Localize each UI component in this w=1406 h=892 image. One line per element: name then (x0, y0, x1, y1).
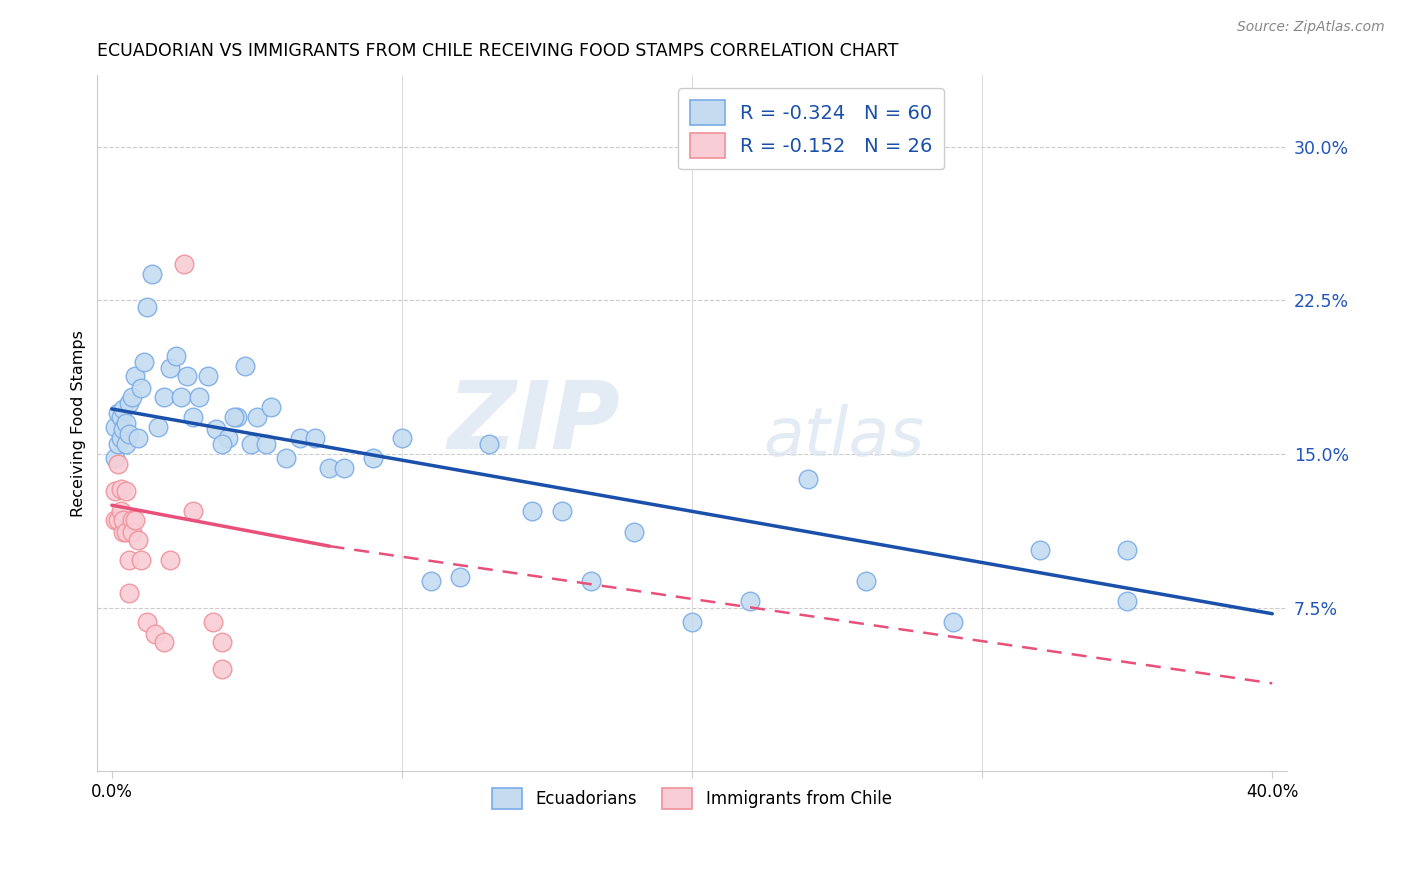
Point (333, 461, 356, 475)
Point (112, 422, 135, 436)
Point (254, 436, 277, 450)
Point (104, 420, 127, 434)
Point (738, 594, 761, 608)
Point (115, 483, 138, 498)
Point (148, 420, 170, 434)
Point (121, 524, 143, 539)
Point (121, 512, 143, 526)
Point (1116, 543, 1139, 558)
Point (173, 256, 195, 270)
Point (112, 512, 135, 526)
Point (104, 483, 127, 498)
Point (129, 382, 152, 396)
Point (211, 436, 233, 450)
Point (153, 635, 176, 649)
Point (115, 417, 138, 431)
Point (623, 524, 645, 539)
Point (181, 410, 204, 425)
Text: ZIP: ZIP (449, 377, 620, 469)
Point (233, 359, 256, 373)
Point (107, 512, 129, 526)
Point (202, 615, 225, 629)
Point (1116, 594, 1139, 608)
Point (118, 586, 141, 600)
Point (107, 406, 129, 420)
Point (274, 451, 297, 466)
Text: Source: ZipAtlas.com: Source: ZipAtlas.com (1237, 20, 1385, 34)
Y-axis label: Receiving Food Stamps: Receiving Food Stamps (72, 330, 86, 516)
Point (225, 410, 247, 425)
Point (141, 267, 163, 281)
Point (449, 570, 471, 584)
Point (107, 457, 129, 471)
Point (170, 390, 193, 404)
Point (118, 553, 141, 567)
Point (115, 436, 138, 450)
Point (124, 512, 146, 526)
Point (1029, 543, 1052, 558)
Point (159, 361, 181, 376)
Point (176, 369, 198, 384)
Legend: Ecuadorians, Immigrants from Chile: Ecuadorians, Immigrants from Chile (485, 781, 898, 815)
Point (127, 431, 149, 445)
Point (361, 451, 384, 466)
Point (145, 627, 167, 641)
Point (110, 410, 132, 425)
Point (478, 436, 501, 450)
Point (550, 504, 572, 518)
Point (127, 533, 149, 547)
Point (135, 615, 157, 629)
Point (260, 400, 283, 414)
Point (132, 355, 155, 369)
Point (118, 426, 141, 441)
Point (217, 431, 239, 445)
Point (112, 401, 135, 416)
Point (124, 369, 146, 384)
Point (112, 524, 135, 539)
Text: atlas: atlas (763, 404, 925, 470)
Point (855, 574, 877, 588)
Point (522, 504, 544, 518)
Point (115, 524, 138, 539)
Point (129, 553, 152, 567)
Point (290, 431, 312, 445)
Point (304, 431, 326, 445)
Point (211, 662, 233, 676)
Point (187, 390, 209, 404)
Point (211, 635, 233, 649)
Point (110, 482, 132, 496)
Point (121, 390, 143, 404)
Point (318, 461, 340, 475)
Point (165, 349, 187, 363)
Point (246, 410, 269, 425)
Point (104, 451, 127, 466)
Point (153, 390, 176, 404)
Point (420, 574, 443, 588)
Point (797, 472, 820, 486)
Point (118, 396, 141, 410)
Point (110, 504, 132, 518)
Point (110, 431, 132, 445)
Point (104, 512, 127, 526)
Point (222, 410, 245, 425)
Point (240, 436, 263, 450)
Point (942, 615, 965, 629)
Point (205, 422, 228, 436)
Point (107, 436, 129, 450)
Point (135, 300, 157, 314)
Point (391, 431, 413, 445)
Point (159, 553, 181, 567)
Point (197, 369, 219, 384)
Point (579, 574, 602, 588)
Text: ECUADORIAN VS IMMIGRANTS FROM CHILE RECEIVING FOOD STAMPS CORRELATION CHART: ECUADORIAN VS IMMIGRANTS FROM CHILE RECE… (97, 42, 898, 60)
Point (181, 504, 204, 518)
Point (681, 615, 703, 629)
